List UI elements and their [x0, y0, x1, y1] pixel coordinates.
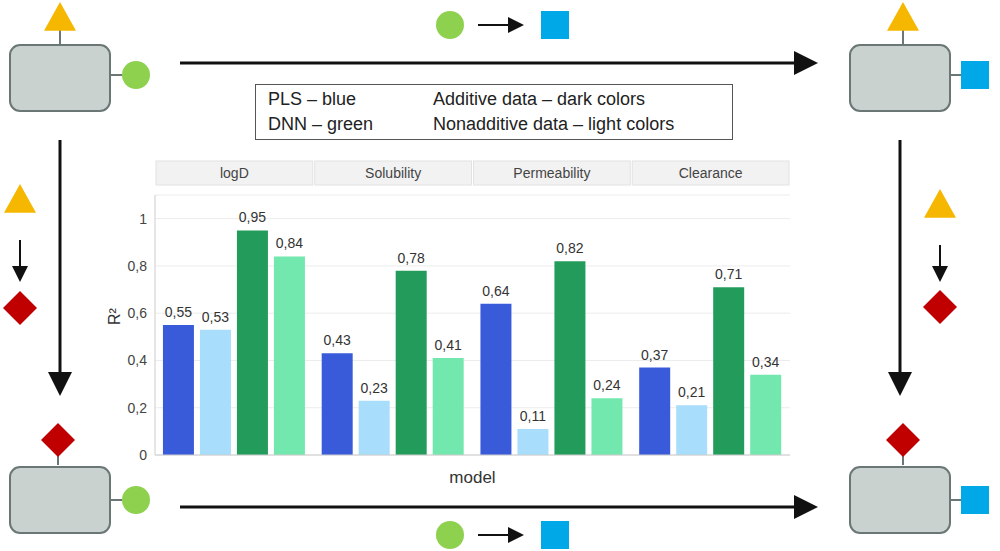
svg-text:R²: R²: [106, 307, 123, 325]
svg-text:0,41: 0,41: [435, 337, 462, 353]
svg-text:0,43: 0,43: [324, 332, 351, 348]
svg-text:0: 0: [139, 447, 147, 463]
svg-text:0,6: 0,6: [128, 305, 148, 321]
svg-text:0,64: 0,64: [482, 283, 509, 299]
svg-text:0,11: 0,11: [520, 408, 546, 424]
svg-text:logD: logD: [220, 165, 249, 181]
svg-text:0,71: 0,71: [715, 266, 742, 282]
svg-text:0,95: 0,95: [239, 209, 266, 225]
svg-text:0,2: 0,2: [128, 400, 148, 416]
svg-text:0,55: 0,55: [165, 304, 192, 320]
svg-text:0,21: 0,21: [678, 384, 705, 400]
svg-text:0,78: 0,78: [398, 250, 425, 266]
svg-text:0,82: 0,82: [556, 240, 583, 256]
html-text:Additive data – dark colors: Additive data – dark colors: [433, 89, 646, 109]
html-text:Nonadditive data – light color: Nonadditive data – light colors: [433, 114, 675, 134]
svg-text:0,53: 0,53: [202, 309, 229, 325]
svg-text:0,24: 0,24: [593, 377, 620, 393]
svg-text:model: model: [449, 468, 495, 487]
svg-text:0,84: 0,84: [276, 235, 303, 251]
svg-text:0,8: 0,8: [128, 258, 148, 274]
svg-text:0,23: 0,23: [361, 380, 388, 396]
svg-text:0,4: 0,4: [128, 352, 148, 368]
svg-text:Solubility: Solubility: [365, 165, 421, 181]
svg-text:Permeability: Permeability: [513, 165, 590, 181]
html-text:DNN – green: DNN – green: [268, 114, 373, 134]
svg-text:1: 1: [139, 211, 147, 227]
svg-text:0,34: 0,34: [752, 354, 779, 370]
svg-text:Clearance: Clearance: [679, 165, 743, 181]
svg-text:0,37: 0,37: [641, 347, 668, 363]
html-text:PLS – blue: PLS – blue: [268, 89, 357, 109]
